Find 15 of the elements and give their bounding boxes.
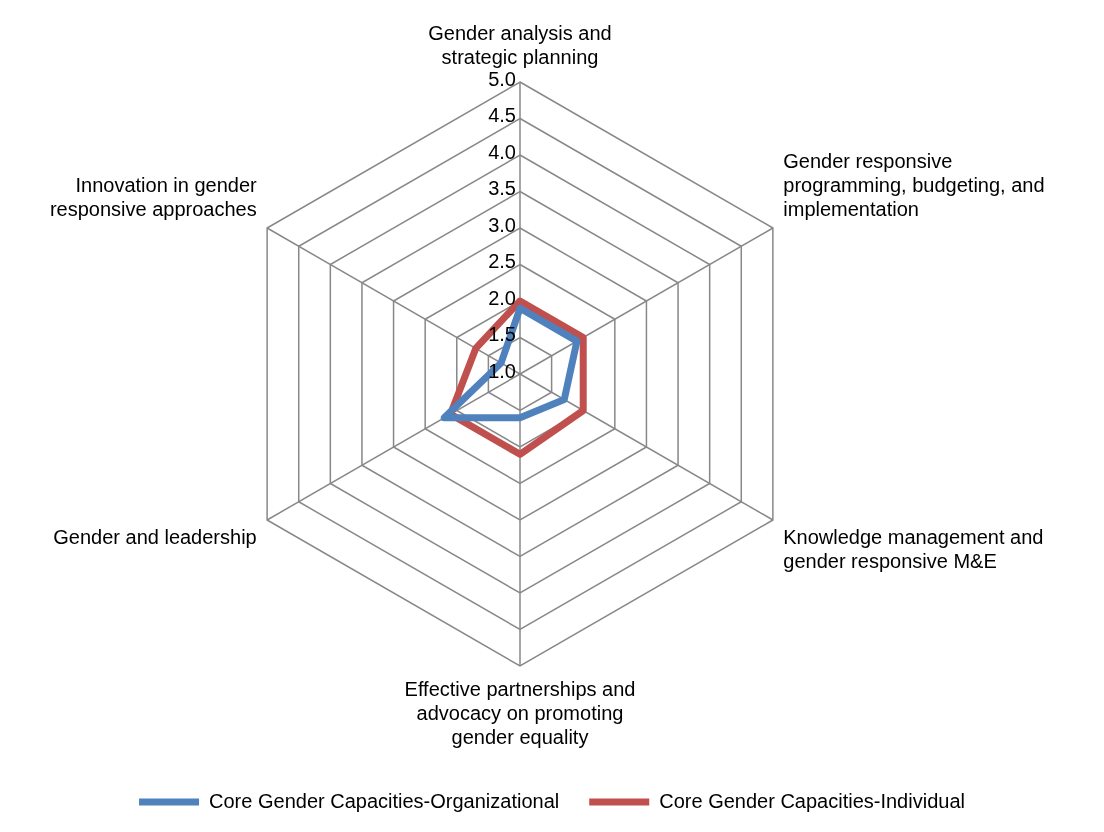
legend-label: Core Gender Capacities-Individual — [659, 789, 965, 812]
spoke-label: Gender analysis and strategic planning — [428, 21, 612, 68]
y-tick-label: 2.5 — [488, 250, 516, 273]
spoke-label: Effective partnerships and advocacy on promoting gender equality — [404, 677, 636, 748]
y-tick-label: 4.5 — [488, 104, 516, 127]
y-tick-label: 3.0 — [488, 213, 516, 236]
y-tick-label: 4.0 — [488, 140, 516, 163]
legend-label: Core Gender Capacities-Organizational — [209, 789, 560, 812]
y-tick-label: 5.0 — [488, 67, 516, 90]
y-tick-label: 3.5 — [488, 177, 516, 200]
spoke-label: Gender and leadership — [53, 525, 257, 548]
spoke-label: Innovation in gender responsive approaches — [49, 173, 258, 220]
spoke-label: Gender responsive programming, budgeting, and implementation — [783, 149, 1045, 220]
spoke-label: Knowledge management and gender responsive M&E — [783, 525, 1044, 572]
y-tick-label: 2.0 — [488, 286, 516, 309]
